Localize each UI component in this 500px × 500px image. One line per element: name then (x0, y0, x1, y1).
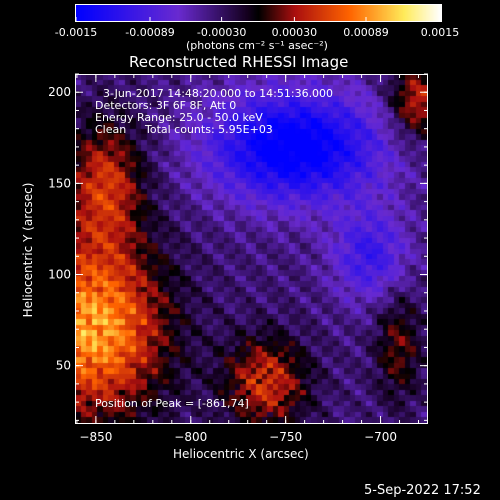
x-axis-label: Heliocentric X (arcsec) (173, 447, 309, 461)
annotation-peak: Position of Peak = [-861,74] (95, 397, 249, 410)
colorbar-axis: -0.0015 -0.00089 -0.00030 0.00030 0.00089 0.0… (55, 17, 460, 39)
y-tick-label: 200 (48, 85, 71, 99)
heatmap-image (76, 75, 427, 423)
annotation-clean: Clean (95, 123, 127, 136)
colorbar-tick-label: -0.0015 (55, 26, 97, 39)
colorbar-tick-label: -0.00089 (125, 26, 174, 39)
annotation-time: 3-Jun-2017 14:48:20.000 to 14:51:36.000 (103, 87, 334, 100)
footer-date: 5-Sep-2022 17:52 (364, 483, 481, 498)
annotation-detectors: Detectors: 3F 6F 8F, Att 0 (95, 99, 237, 112)
x-tick-label: −850 (79, 430, 112, 444)
chart-title: Reconstructed RHESSI Image (129, 53, 349, 71)
y-axis-label: Heliocentric Y (arcsec) (21, 182, 35, 318)
x-tick-label: −750 (269, 430, 302, 444)
colorbar-tick-label: 0.0015 (421, 26, 460, 39)
annotation-counts: Total counts: 5.95E+03 (145, 123, 273, 136)
plot-frame (75, 74, 428, 424)
y-tick-label: 100 (48, 268, 71, 282)
colorbar-tick-label: -0.00030 (197, 26, 246, 39)
colorbar (75, 4, 442, 22)
y-tick-label: 50 (56, 359, 71, 373)
y-tick-label: 150 (48, 176, 71, 190)
colorbar-tick-label: 0.00030 (272, 26, 318, 39)
colorbar-tick-label: 0.00089 (343, 26, 389, 39)
colorbar-label: (photons cm⁻² s⁻¹ asec⁻²) (186, 39, 328, 52)
x-tick-label: −700 (364, 430, 397, 444)
annotation-energy: Energy Range: 25.0 - 50.0 keV (95, 111, 263, 124)
x-tick-label: −800 (174, 430, 207, 444)
